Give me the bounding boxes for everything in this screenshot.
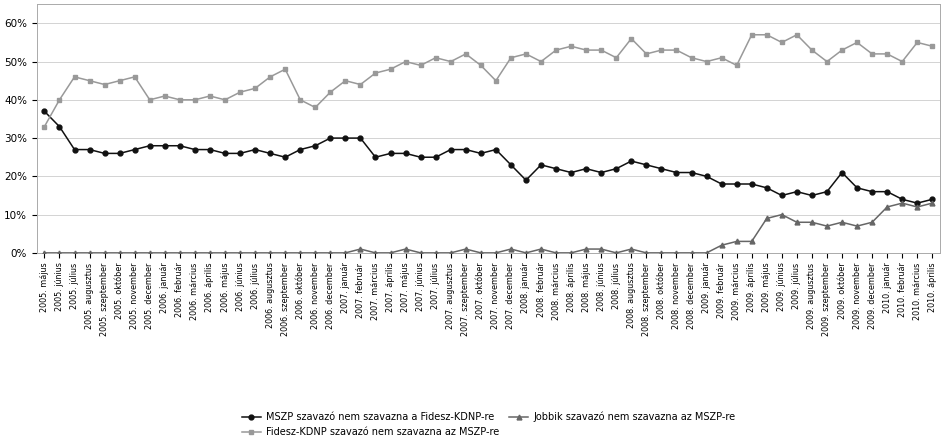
Legend: MSZP szavazó nem szavazna a Fidesz-KDNP-re, Fidesz-KDNP szavazó nem szavazna az : MSZP szavazó nem szavazna a Fidesz-KDNP-… (242, 412, 735, 436)
